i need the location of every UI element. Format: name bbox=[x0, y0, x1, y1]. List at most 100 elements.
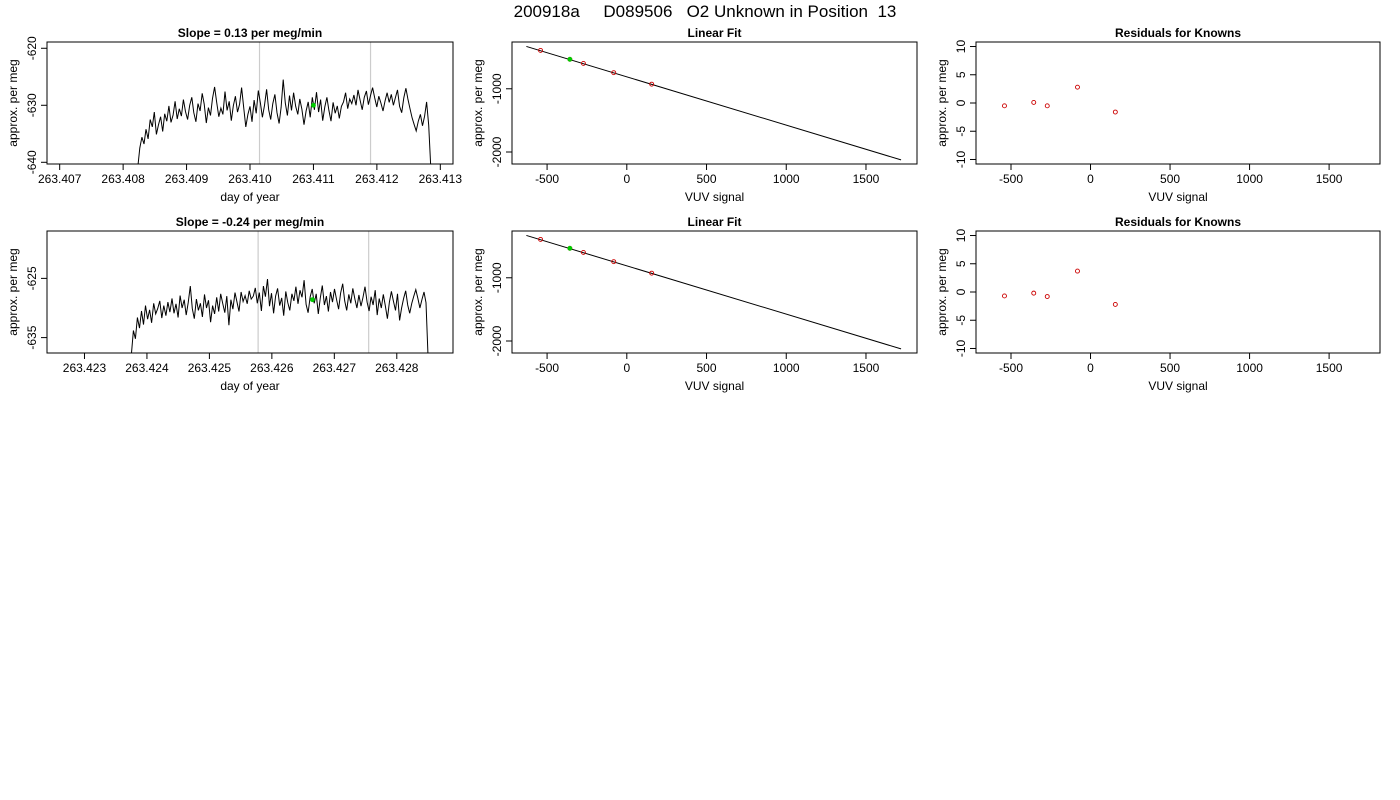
x-tick-label: 1500 bbox=[853, 361, 880, 375]
data-point bbox=[1075, 84, 1080, 90]
data-point bbox=[649, 81, 655, 87]
data-point bbox=[611, 259, 617, 265]
y-tick-label: -2000 bbox=[490, 136, 504, 167]
x-tick-label: 263.424 bbox=[125, 361, 169, 375]
chart-panel-1: Slope = 0.13 per meg/min 263.407 263.408 26… bbox=[6, 26, 462, 204]
x-tick-label: 1500 bbox=[853, 172, 880, 186]
x-tick-label: 1000 bbox=[773, 172, 800, 186]
x-tick-label: 263.425 bbox=[188, 361, 232, 375]
y-axis-label: approx. per meg bbox=[471, 59, 485, 146]
x-tick-label: 263.412 bbox=[355, 172, 399, 186]
x-tick-label: 263.410 bbox=[228, 172, 272, 186]
plot-frame bbox=[975, 230, 1381, 354]
chart-panel-4: Slope = -0.24 per meg/min 263.423 263.424 2… bbox=[6, 215, 454, 393]
highlight-point bbox=[311, 102, 316, 108]
x-tick-label: -500 bbox=[999, 172, 1023, 186]
data-point bbox=[1002, 293, 1007, 299]
y-tick-label: 5 bbox=[954, 260, 968, 267]
data-point bbox=[1112, 109, 1118, 115]
x-tick-label: 1000 bbox=[1236, 361, 1263, 375]
x-tick-label: 263.408 bbox=[101, 172, 145, 186]
y-tick-label: -635 bbox=[25, 325, 39, 349]
x-axis-label: day of year bbox=[220, 190, 279, 204]
chart-panel-5: Linear Fit -500 0 500 1000 1500 VUV signal -100… bbox=[471, 215, 918, 393]
chart-panel-2: Linear Fit -500 0 500 1000 1500 VUV signal -100… bbox=[471, 26, 918, 204]
y-tick-label: -625 bbox=[25, 266, 39, 290]
data-point bbox=[580, 60, 586, 66]
plot-frame bbox=[975, 41, 1381, 165]
x-tick-label: 0 bbox=[1087, 172, 1094, 186]
x-tick-label: 263.428 bbox=[375, 361, 419, 375]
x-tick-label: 263.411 bbox=[292, 172, 335, 186]
x-tick-label: -500 bbox=[535, 361, 559, 375]
plot-frame bbox=[46, 41, 454, 165]
x-tick-label: 500 bbox=[1160, 172, 1180, 186]
data-point bbox=[1112, 301, 1118, 307]
data-point bbox=[1044, 103, 1050, 109]
x-tick-label: 263.407 bbox=[38, 172, 82, 186]
highlight-point bbox=[310, 297, 315, 303]
x-tick-label: 263.409 bbox=[165, 172, 209, 186]
x-tick-label: 0 bbox=[623, 172, 630, 186]
y-tick-label: 10 bbox=[954, 40, 968, 54]
x-tick-label: 0 bbox=[1087, 361, 1094, 375]
series-line bbox=[131, 278, 429, 353]
y-tick-label: -630 bbox=[25, 93, 39, 117]
x-axis-label: VUV signal bbox=[1148, 379, 1207, 393]
chart-title: Residuals for Knowns bbox=[1115, 26, 1241, 40]
data-point bbox=[1031, 99, 1037, 105]
y-tick-label: 5 bbox=[954, 71, 968, 78]
x-tick-label: 263.427 bbox=[313, 361, 357, 375]
chart-panel-6: Residuals for Knowns -500 0 500 1000 1500 VUV … bbox=[935, 215, 1381, 393]
x-tick-label: -500 bbox=[999, 361, 1023, 375]
y-tick-label: -1000 bbox=[490, 262, 504, 293]
data-point bbox=[1002, 103, 1007, 109]
data-point bbox=[538, 47, 543, 53]
y-axis-label: approx. per meg bbox=[471, 248, 485, 335]
chart-title: Slope = 0.13 per meg/min bbox=[178, 26, 322, 40]
y-tick-label: -10 bbox=[954, 339, 968, 357]
y-tick-label: -5 bbox=[954, 315, 968, 326]
x-tick-label: -500 bbox=[535, 172, 559, 186]
x-tick-label: 1000 bbox=[1236, 172, 1263, 186]
x-tick-label: 500 bbox=[1160, 361, 1180, 375]
fit-line bbox=[526, 234, 902, 350]
y-tick-label: -2000 bbox=[490, 325, 504, 356]
x-tick-label: 500 bbox=[697, 361, 717, 375]
data-point bbox=[538, 236, 543, 242]
data-point bbox=[1044, 294, 1050, 299]
fit-line bbox=[526, 45, 902, 161]
page-title: 200918a D089506 O2 Unknown in Position 1… bbox=[513, 2, 897, 21]
y-tick-label: 0 bbox=[954, 99, 968, 106]
y-axis-label: approx. per meg bbox=[935, 248, 949, 335]
chart-title: Linear Fit bbox=[687, 215, 741, 229]
data-point bbox=[649, 270, 655, 276]
x-axis-label: day of year bbox=[220, 379, 279, 393]
data-point bbox=[1031, 290, 1037, 296]
y-axis-label: approx. per meg bbox=[6, 59, 20, 146]
highlight-point bbox=[567, 56, 573, 62]
chart-title: Linear Fit bbox=[687, 26, 741, 40]
y-tick-label: -5 bbox=[954, 126, 968, 137]
x-tick-label: 500 bbox=[697, 172, 717, 186]
x-tick-label: 263.426 bbox=[250, 361, 294, 375]
y-tick-label: 10 bbox=[954, 229, 968, 243]
x-axis-label: VUV signal bbox=[685, 190, 744, 204]
y-axis-label: approx. per meg bbox=[6, 248, 20, 335]
x-tick-label: 1500 bbox=[1316, 361, 1343, 375]
series-line bbox=[137, 79, 432, 164]
chart-title: Slope = -0.24 per meg/min bbox=[176, 215, 324, 229]
x-tick-label: 0 bbox=[623, 361, 630, 375]
highlight-point bbox=[567, 245, 573, 251]
data-point bbox=[580, 249, 586, 255]
x-axis-label: VUV signal bbox=[685, 379, 744, 393]
y-tick-label: -1000 bbox=[490, 73, 504, 104]
y-axis-label: approx. per meg bbox=[935, 59, 949, 146]
data-point bbox=[611, 70, 617, 76]
chart-panel-3: Residuals for Knowns -500 0 500 1000 1500 VUV … bbox=[935, 26, 1381, 204]
x-tick-label: 263.423 bbox=[63, 361, 107, 375]
x-tick-label: 1000 bbox=[773, 361, 800, 375]
y-tick-label: 0 bbox=[954, 288, 968, 295]
x-tick-label: 1500 bbox=[1316, 172, 1343, 186]
